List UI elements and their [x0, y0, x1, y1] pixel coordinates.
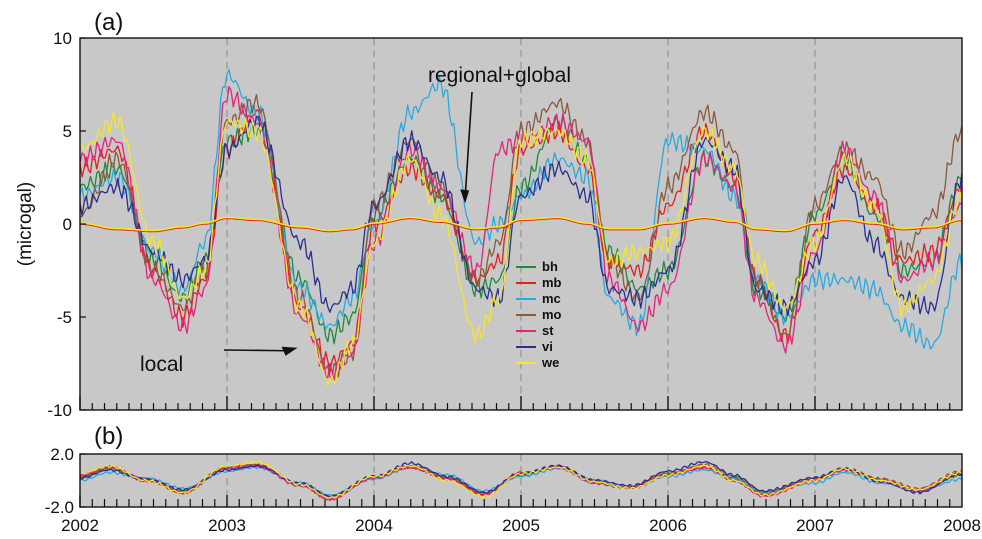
series-line-mo: [80, 93, 962, 380]
series-line-we: [80, 111, 962, 386]
panel-b: 2.0 -2.0 (b) 2002 2003 2004 2005 2006 2007 2008: [45, 423, 981, 535]
annotation-regional-global: regional+global: [428, 64, 571, 87]
annotation-local: local: [140, 353, 183, 376]
x-tick-label: 2006: [649, 516, 687, 535]
series-line-we: [80, 460, 962, 499]
series-line-vi: [80, 460, 962, 498]
y-tick-label: -5: [57, 308, 72, 327]
plot-frame: [79, 453, 963, 508]
x-tick-label: 2002: [61, 516, 99, 535]
y-tick-label: 10: [53, 29, 72, 48]
panel-label: (b): [94, 423, 123, 450]
panel-label: (a): [94, 9, 123, 36]
x-tick-label: 2005: [502, 516, 540, 535]
series-line-vi: [80, 115, 962, 317]
panel-a: 10 5 0 -5 -10 (a) (microgal) regional+global loc…: [15, 9, 963, 420]
x-tick-label: 2008: [943, 516, 981, 535]
legend-label-mc: mc: [542, 291, 561, 306]
legend-label-mb: mb: [542, 275, 562, 290]
legend-label-we: we: [541, 355, 559, 370]
annotation-arrowhead: [281, 346, 298, 356]
y-axis-label: (microgal): [15, 182, 36, 266]
y-tick-label: -2.0: [45, 498, 74, 517]
legend-label-bh: bh: [542, 259, 558, 274]
series-group: [80, 69, 962, 386]
series-line-mc: [80, 465, 962, 496]
series-line-smooth-8: [80, 216, 962, 232]
x-tick-label: 2004: [355, 516, 393, 535]
series-line-smooth-7: [80, 217, 962, 233]
series-group: [80, 460, 962, 502]
y-tick-label: 5: [63, 122, 72, 141]
annotation-arrowhead: [460, 189, 470, 204]
y-tick-label: 2.0: [50, 445, 74, 464]
legend-label-st: st: [542, 323, 554, 338]
series-line-mo: [80, 462, 962, 498]
legend-label-vi: vi: [542, 339, 553, 354]
y-tick-label: -10: [47, 401, 72, 420]
x-tick-label: 2003: [208, 516, 246, 535]
annotation-arrow-line: [464, 91, 473, 198]
series-line-mc: [80, 69, 962, 350]
legend-label-mo: mo: [542, 307, 562, 322]
x-tick-label: 2007: [796, 516, 834, 535]
y-tick-label: 0: [63, 215, 72, 234]
annotation-arrow-line: [223, 349, 288, 352]
